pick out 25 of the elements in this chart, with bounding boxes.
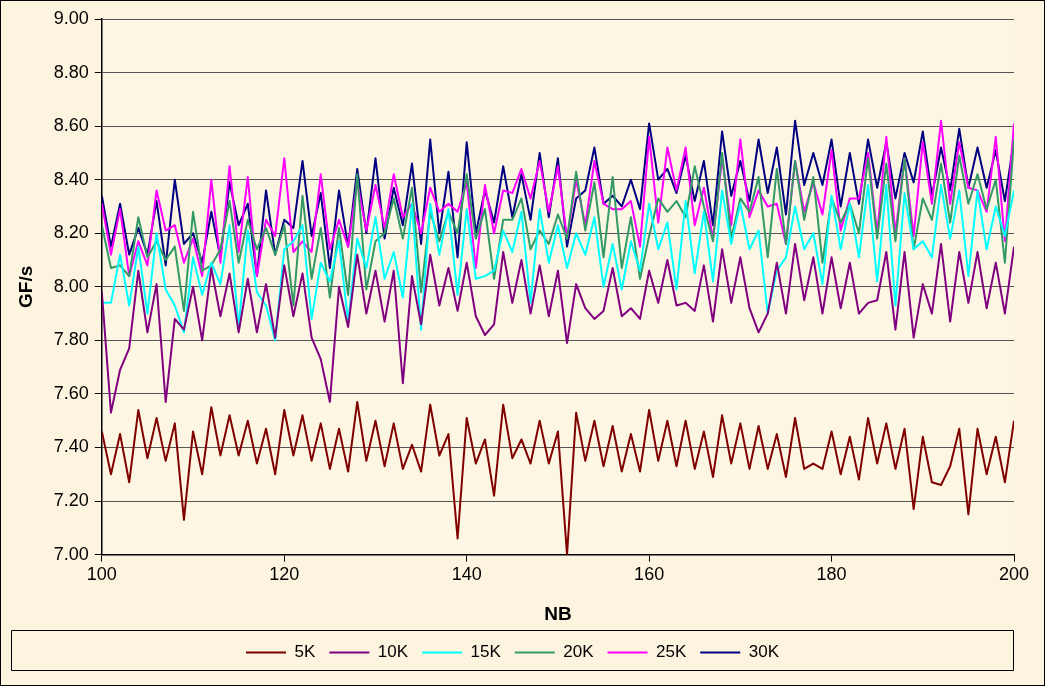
legend-label: 30K [748,642,780,662]
y-tick-label: 7.00 [53,543,89,564]
x-axis-title: NB [544,602,572,624]
y-tick-label: 8.60 [53,115,89,136]
legend-label: 20K [563,642,595,662]
y-tick-label: 8.40 [53,168,89,189]
x-tick-label: 200 [998,564,1030,585]
y-tick-label: 7.40 [53,436,89,457]
legend-label: 10K [377,642,409,662]
y-tick-label: 8.80 [53,61,89,82]
legend-label: 15K [470,642,502,662]
y-tick-label: 8.00 [53,275,89,296]
x-tick-label: 120 [269,564,300,585]
y-axis-title: GF/s [14,265,36,308]
y-tick-label: 9.00 [53,7,89,28]
legend-label: 5K [294,642,316,662]
y-tick-label: 7.80 [53,329,89,350]
x-tick-label: 100 [86,564,117,585]
x-tick-label: 180 [816,564,847,585]
y-tick-label: 8.20 [53,222,89,243]
x-tick-label: 140 [451,564,482,585]
x-tick-label: 160 [634,564,665,585]
y-tick-label: 7.20 [53,490,89,511]
y-tick-label: 7.60 [53,382,89,403]
legend-label: 25K [656,642,687,662]
